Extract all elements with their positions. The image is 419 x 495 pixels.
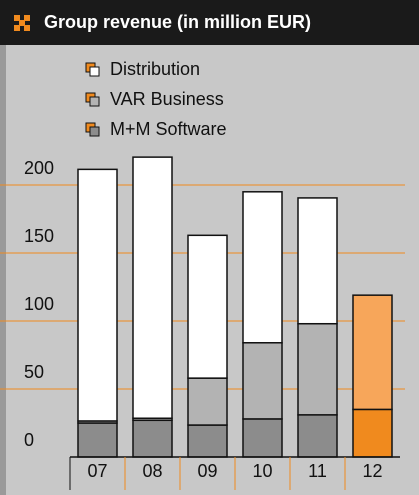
bar-segment — [132, 156, 173, 419]
bar-segment — [77, 422, 118, 458]
bar-segment — [352, 408, 393, 458]
legend-swatch — [89, 126, 100, 137]
bar-segment — [77, 168, 118, 422]
bar-segment — [297, 414, 338, 458]
y-tick-label: 100 — [24, 294, 54, 314]
bar-segment — [242, 342, 283, 420]
chart-title: Group revenue (in million EUR) — [44, 12, 311, 32]
legend-label: Distribution — [110, 59, 200, 79]
bar-segment — [242, 418, 283, 458]
x-tick-label: 09 — [197, 461, 217, 481]
bar-segment — [297, 322, 338, 416]
bar-segment — [352, 294, 393, 411]
legend-swatch — [89, 96, 100, 107]
bar-segment — [242, 191, 283, 344]
x-tick-label: 08 — [142, 461, 162, 481]
legend-label: VAR Business — [110, 89, 224, 109]
bar-segment — [187, 424, 228, 458]
bar-segment — [187, 377, 228, 426]
x-tick-label: 11 — [308, 461, 327, 481]
y-tick-label: 50 — [24, 362, 44, 382]
y-tick-label: 150 — [24, 226, 54, 246]
y-tick-label: 200 — [24, 158, 54, 178]
bar-segment — [297, 197, 338, 325]
legend-swatch — [89, 66, 100, 77]
y-tick-label: 0 — [24, 430, 34, 450]
x-tick-label: 07 — [87, 461, 107, 481]
header-icon — [14, 15, 30, 31]
header — [0, 0, 419, 45]
legend-label: M+M Software — [110, 119, 227, 139]
bar-segment — [187, 234, 228, 379]
x-tick-label: 12 — [362, 461, 382, 481]
x-tick-label: 10 — [252, 461, 272, 481]
panel-edge — [0, 0, 6, 495]
bar-segment — [132, 419, 173, 458]
